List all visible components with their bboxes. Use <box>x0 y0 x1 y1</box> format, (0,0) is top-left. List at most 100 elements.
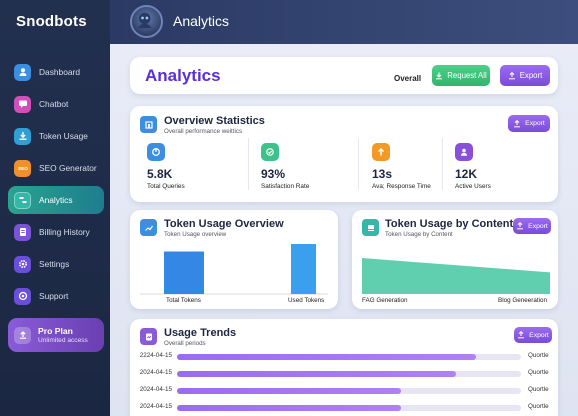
trend-track <box>177 388 521 394</box>
usage-trends-card: Usage Trends Overall periods Export 2224… <box>130 319 558 416</box>
sidebar-item-support[interactable]: Support <box>8 282 104 310</box>
sidebar-item-chatbot[interactable]: Chatbot <box>8 90 104 118</box>
sidebar-item-token-usage[interactable]: Token Usage <box>8 122 104 150</box>
sidebar-item-dashboard[interactable]: Dashboard <box>8 58 104 86</box>
trend-tag: Quortle <box>528 352 549 359</box>
content-icon <box>362 219 379 236</box>
trend-row: 2024-04-15 Quortle <box>130 403 558 413</box>
trend-date: 2024-04-15 <box>139 369 172 376</box>
token-overview-title: Token Usage Overview <box>164 218 284 230</box>
sidebar-item-settings[interactable]: Settings <box>8 250 104 278</box>
trend-track <box>177 371 521 377</box>
trend-date: 2024-04-15 <box>139 386 172 393</box>
overview-statistics-card: Overview Statistics Overall performance … <box>130 106 558 202</box>
trend-tag: Quortle <box>528 403 549 410</box>
user-icon <box>455 143 473 161</box>
support-icon <box>14 287 31 305</box>
divider <box>442 138 443 190</box>
pro-plan-title: Pro Plan <box>38 326 73 336</box>
request-all-label: Request All <box>447 71 487 80</box>
upload-icon <box>514 119 521 127</box>
sidebar-item-label: Support <box>39 291 69 301</box>
upload-icon <box>518 331 525 339</box>
stat-label: Satisfaction Rate <box>261 183 310 190</box>
stat-value: 12K <box>455 167 478 181</box>
token-overview-chart <box>140 244 328 295</box>
overview-subtitle: Overall performance weittics <box>164 128 243 135</box>
sidebar-item-label: Analytics <box>39 195 73 205</box>
billing-icon <box>14 223 31 241</box>
brand-logo: Snodbots <box>16 13 87 30</box>
x-axis-label: Used Tokens <box>288 297 325 304</box>
avatar[interactable] <box>130 5 163 38</box>
usage-trends-title: Usage Trends <box>164 327 237 339</box>
page-header-card: Analytics Overall Request All Export <box>130 57 558 94</box>
stat-satisfaction-rate: 93% Satisfaction Rate <box>261 143 309 190</box>
sidebar-item-seo-generator[interactable]: SEO SEO Generator <box>8 154 104 182</box>
request-all-button[interactable]: Request All <box>432 65 490 86</box>
trend-tag: Quortle <box>528 369 549 376</box>
export-label: Export <box>519 71 543 80</box>
sidebar: Snodbots Dashboard Chatbot Token Usage S… <box>0 0 110 416</box>
trend-date: 2024-04-15 <box>139 403 172 410</box>
top-bar: Analytics <box>110 0 578 44</box>
overview-title: Overview Statistics <box>164 115 265 127</box>
x-axis-label: Blog Geneeration <box>498 297 548 304</box>
stats-icon <box>140 116 157 133</box>
trend-row: 2024-04-15 Quortle <box>130 386 558 396</box>
pro-plan-subtitle: Unlimited access <box>38 337 88 344</box>
divider <box>248 138 249 190</box>
sidebar-item-label: Settings <box>39 259 70 269</box>
token-content-export-button[interactable]: Export <box>513 218 551 234</box>
upgrade-icon <box>14 326 31 344</box>
stat-value: 93% <box>261 167 286 181</box>
sidebar-item-label: SEO Generator <box>39 163 97 173</box>
upload-icon <box>517 222 524 230</box>
trend-fill <box>177 388 401 394</box>
arrow-up-icon <box>372 143 390 161</box>
trend-track <box>177 354 521 360</box>
token-usage-overview-card: Token Usage Overview Token Usage overvie… <box>130 210 338 309</box>
stat-value: 5.8K <box>147 167 173 181</box>
pro-plan-card[interactable]: Pro Plan Unlimited access <box>8 318 104 352</box>
user-icon <box>14 63 31 81</box>
sidebar-item-label: Token Usage <box>39 131 88 141</box>
trend-row: 2024-04-15 Quortle <box>130 369 558 379</box>
download-icon <box>436 72 443 79</box>
trend-fill <box>177 354 477 360</box>
trend-list: 2224-04-15 Quortle 2024-04-15 Quortle 20… <box>130 319 558 416</box>
area-series <box>362 258 550 294</box>
usage-trends-subtitle: Overall periods <box>164 340 206 347</box>
export-label: Export <box>529 331 549 339</box>
trend-track <box>177 405 521 411</box>
bar-used-tokens <box>291 244 316 294</box>
trend-tag: Quortle <box>528 386 549 393</box>
stat-value: 13s <box>372 167 393 181</box>
stat-response-time: 13s Ava; Response Time <box>372 143 431 190</box>
overview-export-button[interactable]: Export <box>508 115 550 132</box>
stat-total-queries: 5.8K Total Queries <box>147 143 185 190</box>
sidebar-item-label: Chatbot <box>39 99 69 109</box>
token-content-chart <box>362 258 550 294</box>
upload-icon <box>508 71 515 79</box>
analytics-icon <box>14 191 31 209</box>
chart-icon <box>147 143 165 161</box>
x-axis-label: FAG Generation <box>362 297 408 304</box>
main-content: Analytics Overall Request All Export Ove… <box>110 44 578 416</box>
overall-filter[interactable]: Overall <box>394 74 422 83</box>
stat-active-users: 12K Active Users <box>455 143 491 190</box>
sidebar-item-analytics[interactable]: Analytics <box>8 186 104 214</box>
bar-total-tokens <box>164 251 204 294</box>
export-label: Export <box>528 222 548 230</box>
download-icon <box>14 127 31 145</box>
x-axis-label: Total Tokens <box>166 297 201 304</box>
export-label: Export <box>525 120 545 127</box>
page-title: Analytics <box>145 66 221 85</box>
chat-icon <box>14 95 31 113</box>
trend-fill <box>177 405 401 411</box>
sidebar-item-billing-history[interactable]: Billing History <box>8 218 104 246</box>
stat-label: Active Users <box>455 183 491 190</box>
stat-label: Total Queries <box>147 183 185 190</box>
export-button[interactable]: Export <box>500 65 550 86</box>
usage-trends-export-button[interactable]: Export <box>514 327 552 343</box>
